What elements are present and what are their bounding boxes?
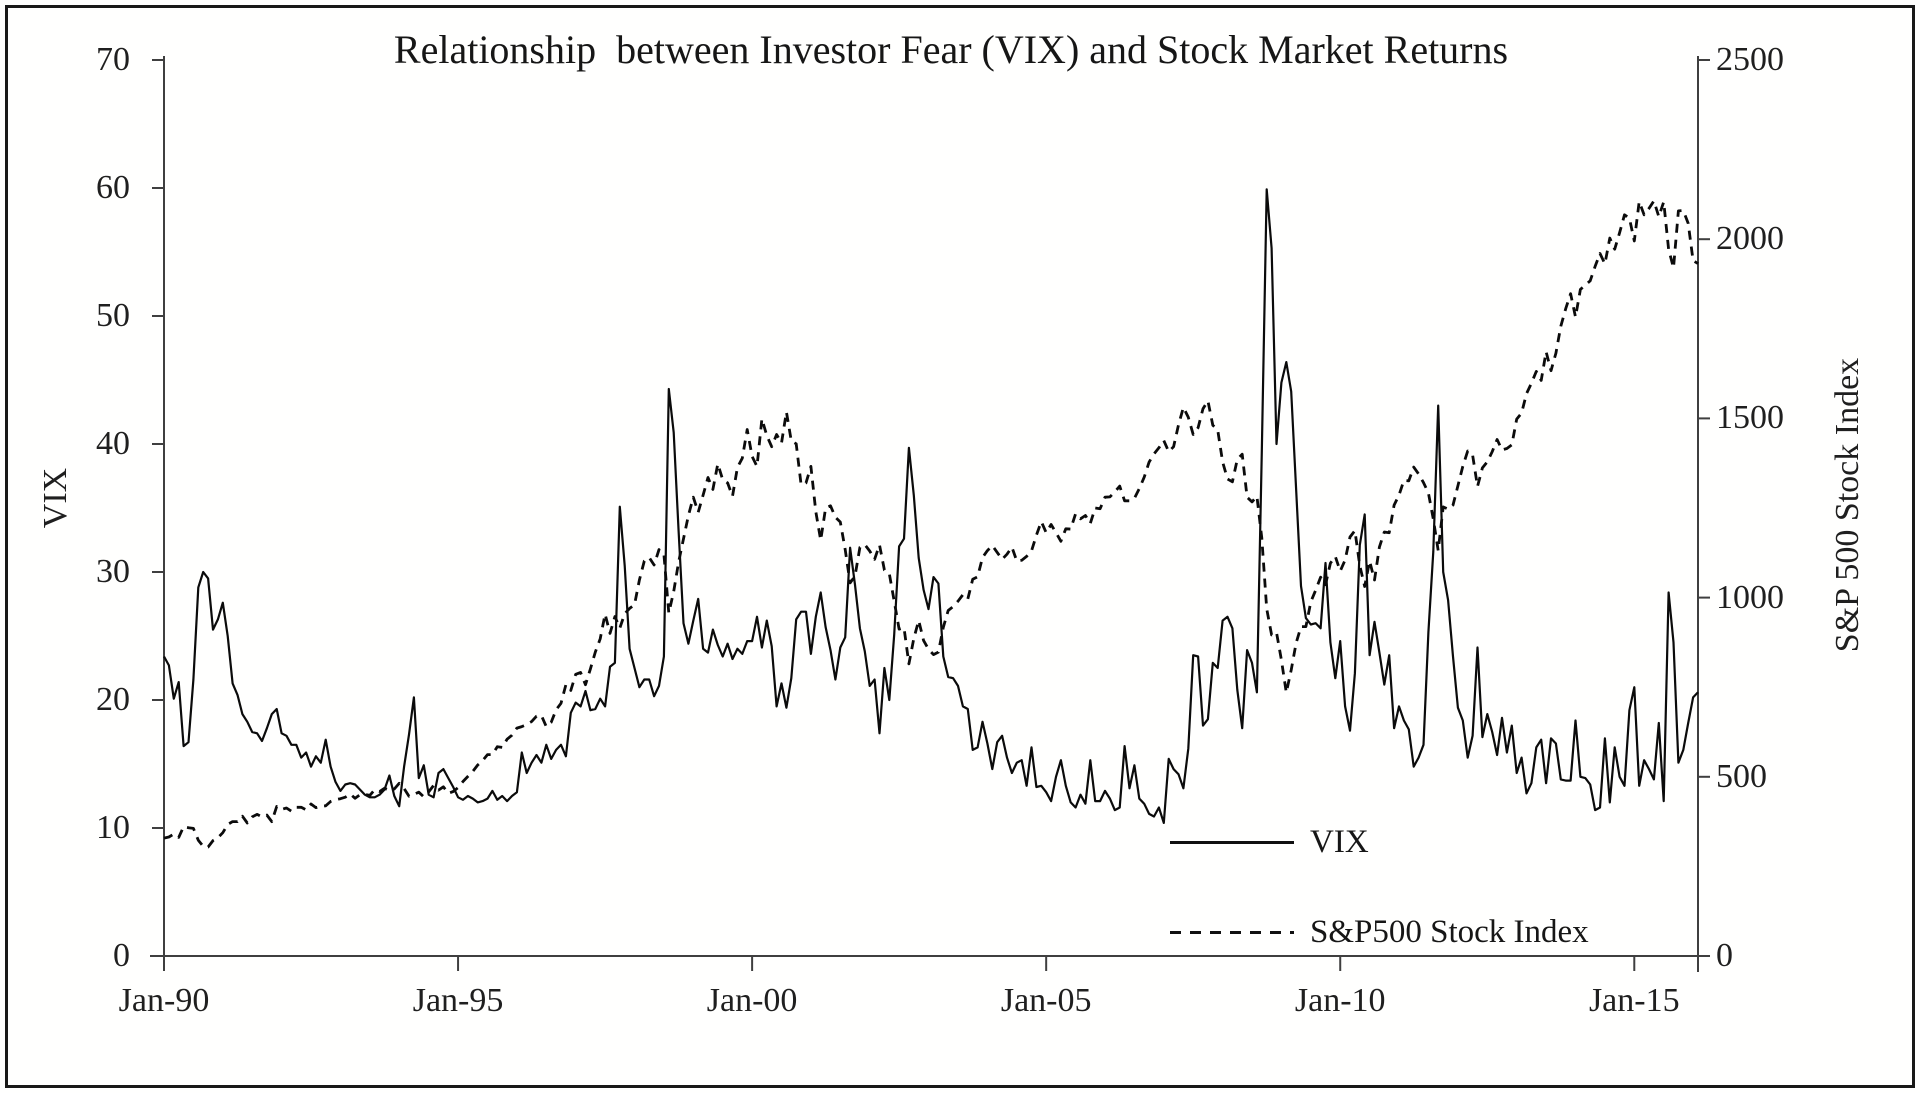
left-axis-tick-label: 10 (96, 809, 130, 846)
sp500-line (163, 199, 1699, 849)
right-axis-tick-label: 2000 (1716, 220, 1784, 258)
right-axis-tick-label: 2500 (1716, 41, 1784, 78)
legend-label-sp500: S&P500 Stock Index (1310, 913, 1589, 950)
x-axis-tick-label: Jan-95 (412, 982, 504, 1019)
right-axis-tick-label: 0 (1716, 937, 1733, 974)
right-axis-tick-label: 1000 (1716, 578, 1784, 616)
left-axis-tick-label: 20 (96, 681, 130, 718)
vix-line (163, 188, 1699, 825)
chart-title: Relationship between Investor Fear (VIX)… (393, 27, 1509, 72)
vix-solid-line-sample (1170, 840, 1294, 844)
x-axis-tick-label: Jan-05 (1000, 982, 1092, 1019)
axis-lines (150, 56, 1710, 972)
legend-label-vix: VIX (1310, 823, 1369, 860)
left-axis-tick-label: 70 (96, 41, 130, 78)
x-axis-tick-label: Jan-00 (706, 982, 798, 1019)
x-axis-tick-label: Jan-10 (1294, 982, 1386, 1019)
right-axis-tick-label: 1500 (1716, 399, 1784, 437)
left-axis-tick-label: 60 (96, 169, 130, 206)
x-axis-tick-label: Jan-90 (118, 982, 210, 1019)
x-axis-tick-label: Jan-15 (1588, 982, 1680, 1019)
legend: VIX S&P500 Stock Index (1170, 818, 1650, 998)
sp500-dashed-line-sample (1170, 930, 1294, 934)
left-axis-tick-label: 30 (96, 553, 130, 590)
legend-item-sp500: S&P500 Stock Index (1170, 908, 1650, 956)
left-axis-tick-label: 0 (113, 937, 130, 974)
left-axis-tick-label: 50 (96, 297, 130, 334)
left-axis-tick-label: 40 (96, 425, 130, 462)
legend-item-vix: VIX (1170, 818, 1650, 866)
right-axis-tick-label: 500 (1716, 757, 1767, 795)
